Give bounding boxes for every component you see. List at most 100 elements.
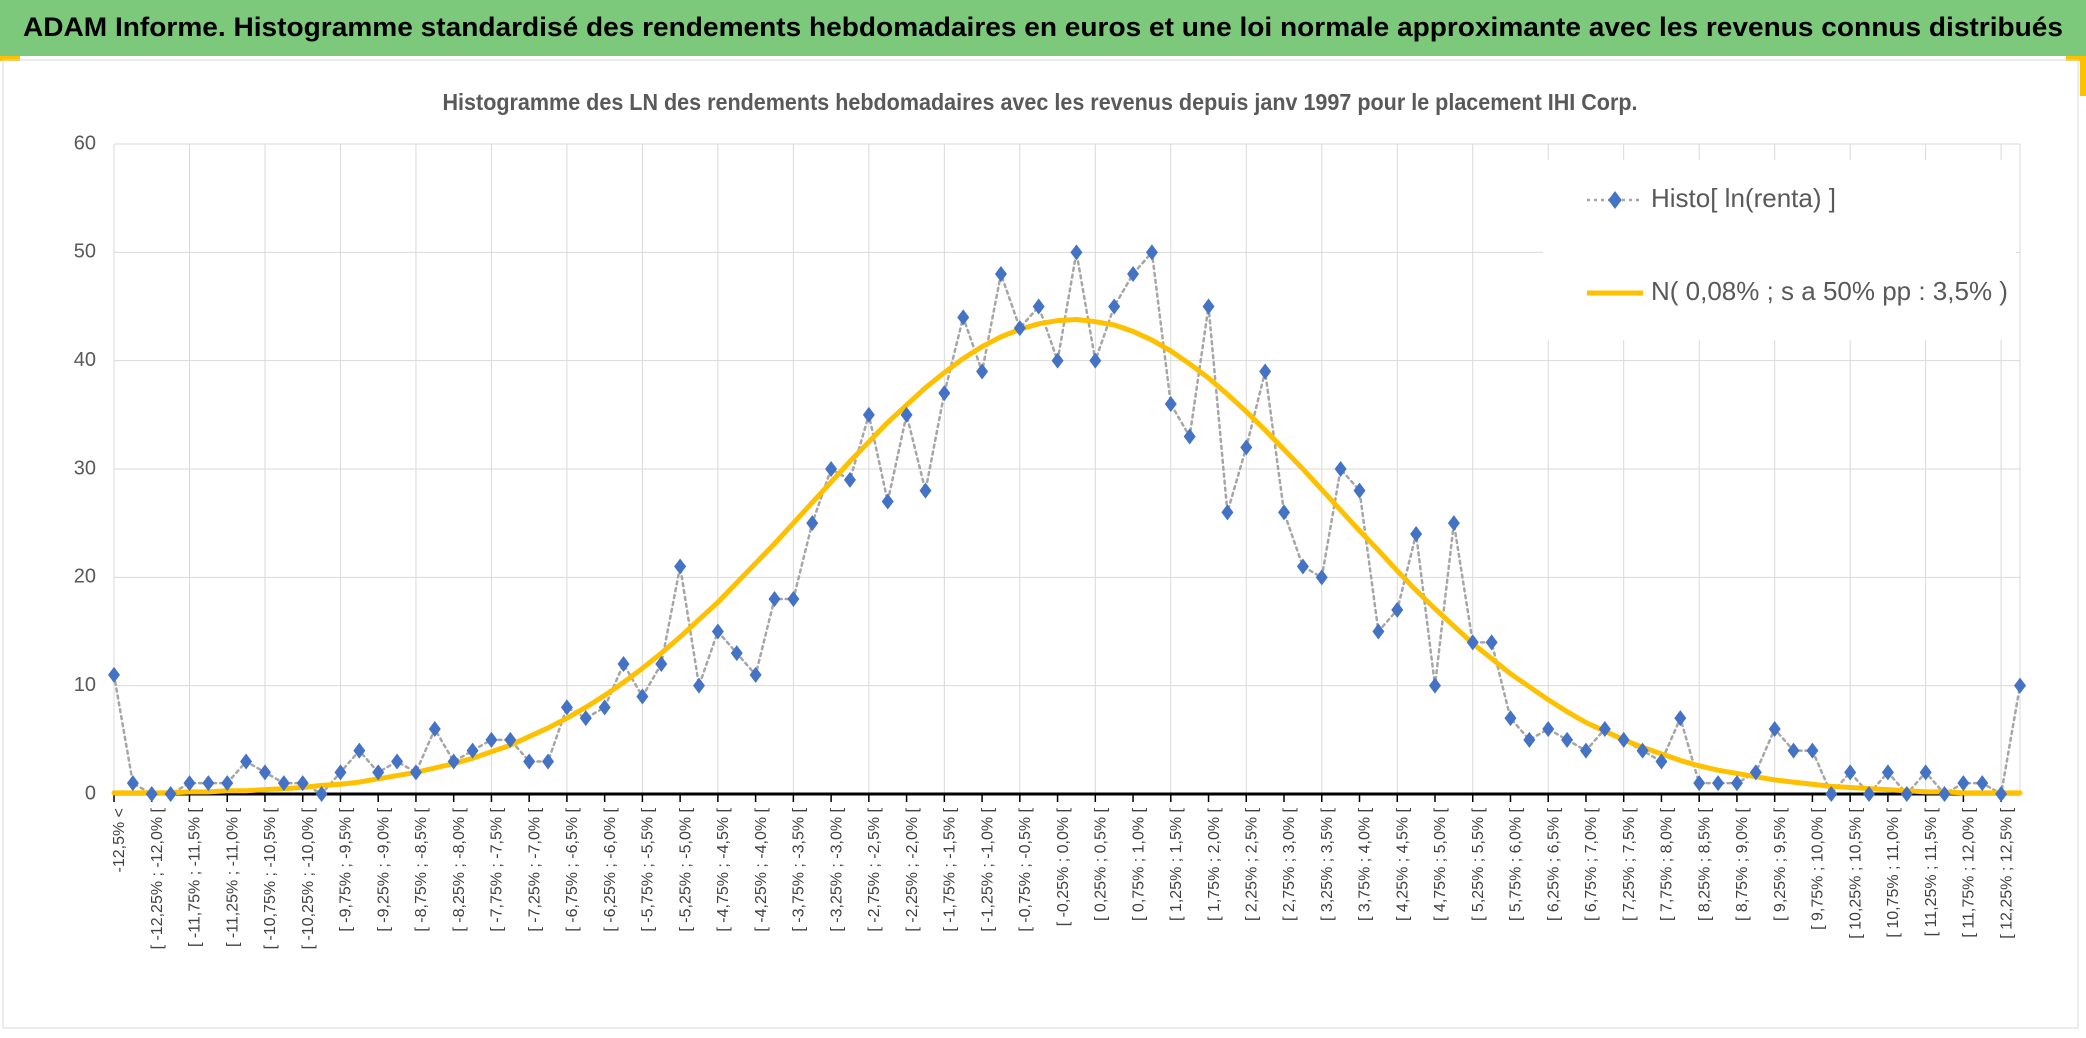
data-point [1013,320,1026,337]
x-tick-label: [ -9,75% ; -9,5% [ [338,807,355,931]
data-point [1542,721,1555,737]
data-point [976,363,989,380]
data-point [1466,634,1479,651]
x-tick-label: [ -2,75% ; -2,5% [ [866,807,883,931]
x-tick-label: [ -2,25% ; -2,0% [ [904,807,921,931]
data-point [749,666,762,683]
data-point [1523,731,1536,748]
x-tick-label: [ 6,25% ; 6,5% [ [1545,807,1562,921]
x-tick-label: [ -6,25% ; -6,0% [ [602,807,619,931]
x-tick-label: [ -0,75% ; -0,5% [ [1017,807,1034,931]
data-point [485,731,498,748]
x-tick-label: [ -4,25% ; -4,0% [ [753,807,770,931]
data-point [1504,710,1517,727]
data-point [1693,775,1706,792]
data-point [447,753,460,770]
data-point [1032,298,1045,315]
x-tick-label: [ -0,25% ; 0,0% [ [1055,807,1072,926]
x-tick-label: [ -11,75% ; -11,5% [ [187,807,204,947]
x-tick-label: [ -10,75% ; -10,5% [ [262,807,279,949]
x-tick-label: [ -3,25% ; -3,0% [ [828,807,845,931]
data-point [1145,244,1158,261]
x-tick-label: [ 10,75% ; 11,0% [ [1885,807,1902,937]
data-point [843,471,856,488]
data-point [1863,786,1876,802]
x-tick-label: [ -1,75% ; -1,5% [ [942,807,959,931]
legend-label: N( 0,08% ; s a 50% pp : 3,5% ) [1651,276,2008,306]
data-point [1183,428,1196,445]
data-point [806,515,819,532]
data-point [1391,601,1404,618]
data-point [145,786,158,802]
x-tick-label: [ 7,75% ; 8,0% [ [1659,807,1676,921]
y-tick-label: 60 [74,132,96,154]
corner-mark [0,56,20,61]
x-tick-label: [ 4,25% ; 4,5% [ [1394,807,1411,921]
data-point [334,764,347,781]
x-tick-label: [ -12,25% ; -12,0% [ [149,807,166,949]
data-point [1598,721,1611,737]
legend-label: Histo[ ln(renta) ] [1651,183,1836,213]
legend-marker [1608,191,1622,209]
data-point [1127,266,1140,282]
data-point [938,385,951,402]
x-tick-label: [ -1,25% ; -1,0% [ [979,807,996,931]
data-point [881,493,894,510]
data-point [1655,753,1668,770]
data-point [1334,461,1347,477]
x-tick-label: [ 12,25% ; 12,5% [ [1998,807,2015,938]
x-tick-label: [ -9,25% ; -9,0% [ [375,807,392,931]
data-point [1806,742,1819,759]
x-tick-label: [ 8,25% ; 8,5% [ [1696,807,1713,921]
data-point [1730,775,1743,792]
x-tick-label: [ -5,25% ; -5,0% [ [677,807,694,931]
data-point [1070,244,1083,261]
x-tick-label: [ 9,25% ; 9,5% [ [1772,807,1789,921]
x-tick-label: [ -3,75% ; -3,5% [ [791,807,808,931]
x-tick-label: [ -8,75% ; -8,5% [ [413,807,430,931]
data-point [466,742,479,759]
data-point [258,764,271,781]
x-tick-label: [ 4,75% ; 5,0% [ [1432,807,1449,921]
x-tick-label: [ -7,25% ; -7,0% [ [526,807,543,931]
x-tick-label: [ -6,75% ; -6,5% [ [564,807,581,931]
data-point [164,786,177,802]
data-point [1976,775,1989,792]
x-tick-label: [ -5,75% ; -5,5% [ [640,807,657,931]
data-point [768,591,781,607]
data-point [1579,742,1592,759]
data-point [655,656,668,672]
data-point [1447,515,1460,532]
data-point [2014,677,2026,694]
header-title: ADAM Informe. Histogramme standardisé de… [23,12,2063,42]
data-point [674,558,687,575]
data-point [409,764,422,781]
x-tick-label: [ 3,75% ; 4,0% [ [1357,807,1374,921]
x-tick-label: [ 0,75% ; 1,0% [ [1130,807,1147,921]
data-point [391,753,404,770]
data-point [372,764,385,781]
data-point [1768,721,1781,737]
x-tick-label: [ -4,75% ; -4,5% [ [715,807,732,931]
data-point [711,623,724,640]
x-tick-label: [ 3,25% ; 3,5% [ [1319,807,1336,921]
data-point [240,753,253,770]
data-point [1108,298,1121,315]
data-point [1278,504,1291,521]
data-point [1787,742,1800,759]
x-tick-label: [ -10,25% ; -10,0% [ [300,807,317,949]
data-point [296,775,309,792]
chart-frame [2,59,2079,1029]
data-point [1844,764,1857,781]
data-point [1881,764,1894,781]
x-tick-label: [ 7,25% ; 7,5% [ [1621,807,1638,921]
header-bar [0,0,2086,56]
x-tick-label: [ 0,25% ; 0,5% [ [1093,807,1110,921]
data-point [1221,504,1234,521]
data-point [1259,363,1272,380]
data-point [560,699,573,716]
data-point [1749,764,1762,781]
data-point [825,461,838,477]
data-point [1315,569,1328,586]
